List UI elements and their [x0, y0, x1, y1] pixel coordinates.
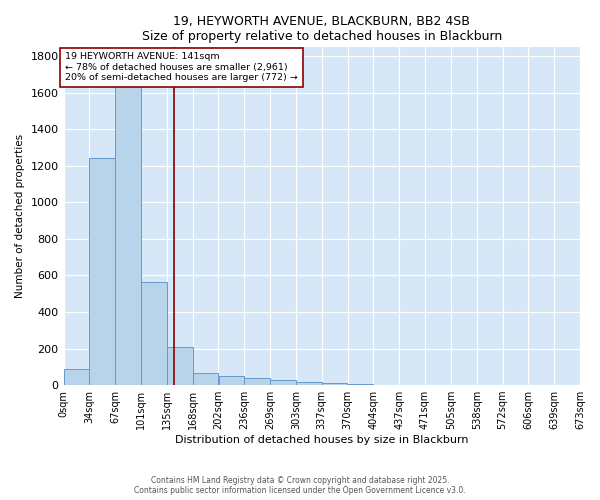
Bar [270, 380, 296, 385]
Bar [374, 384, 399, 385]
Bar [115, 82, 141, 385]
Bar [141, 282, 167, 385]
Bar [322, 383, 347, 385]
Y-axis label: Number of detached properties: Number of detached properties [15, 134, 25, 298]
Bar [296, 382, 322, 385]
Bar [218, 376, 244, 385]
Text: 19 HEYWORTH AVENUE: 141sqm
← 78% of detached houses are smaller (2,961)
20% of s: 19 HEYWORTH AVENUE: 141sqm ← 78% of deta… [65, 52, 298, 82]
Text: Contains HM Land Registry data © Crown copyright and database right 2025.
Contai: Contains HM Land Registry data © Crown c… [134, 476, 466, 495]
Bar [193, 373, 218, 385]
Bar [348, 384, 373, 385]
Title: 19, HEYWORTH AVENUE, BLACKBURN, BB2 4SB
Size of property relative to detached ho: 19, HEYWORTH AVENUE, BLACKBURN, BB2 4SB … [142, 15, 502, 43]
Bar [89, 158, 115, 385]
X-axis label: Distribution of detached houses by size in Blackburn: Distribution of detached houses by size … [175, 435, 469, 445]
Bar [64, 368, 89, 385]
Bar [244, 378, 270, 385]
Bar [167, 346, 193, 385]
